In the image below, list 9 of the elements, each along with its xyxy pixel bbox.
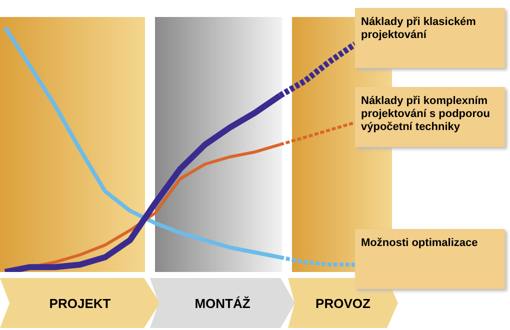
label-box: Možnosti optimalizace (355, 228, 505, 289)
text: MONTÁŽ (150, 278, 295, 328)
series-label: Možnosti optimalizace (361, 236, 478, 249)
label-box: Náklady při komplexním projektování s podporou výpočetní techniky (355, 86, 505, 147)
text: PROJEKT (0, 278, 160, 328)
label-box: Náklady při klasickém projektování (355, 8, 505, 68)
series-label: Náklady při komplexním projektování s podporou výpočetní techniky (361, 94, 490, 133)
series-label: Náklady při klasickém projektování (361, 16, 476, 42)
text: PROVOZ (288, 278, 398, 328)
